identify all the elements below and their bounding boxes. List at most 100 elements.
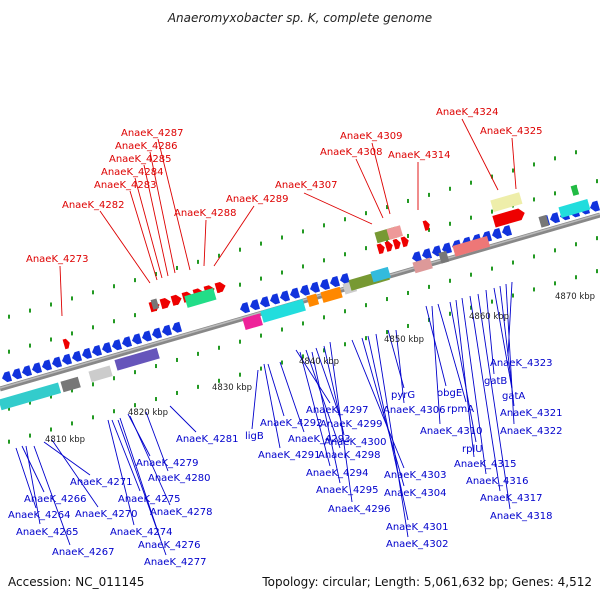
leader-line: [477, 293, 511, 510]
kbp-label: 4840 kbp: [299, 357, 339, 367]
gene-feature: [1, 371, 13, 383]
tick-mark: [134, 403, 136, 408]
gene-feature: [386, 225, 403, 240]
leader-line: [371, 142, 391, 215]
gene-arrow: [502, 225, 513, 237]
gene-arrow: [492, 208, 525, 228]
gene-label: AnaeK_4317: [480, 493, 542, 504]
gene-arrow: [240, 302, 251, 314]
gene-feature: [151, 327, 163, 339]
tick-mark: [575, 275, 577, 280]
gene-feature: [280, 290, 291, 302]
tick-mark: [302, 354, 304, 359]
tick-mark: [218, 253, 220, 258]
gene-label: AnaeK_4285: [109, 154, 171, 165]
tick-mark: [407, 198, 409, 203]
gene-arrow: [1, 371, 13, 383]
gene-feature: [452, 236, 491, 257]
top-strand-labels: AnaeK_4273 AnaeK_4282 AnaeK_4283 AnaeK_4…: [26, 107, 542, 265]
tick-mark: [596, 236, 598, 241]
leader-line: [449, 301, 477, 443]
gene-arrow: [170, 294, 182, 306]
tick-mark: [260, 276, 262, 281]
gene-arrow: [101, 342, 113, 354]
leader-line: [455, 299, 475, 458]
gene-arrow: [12, 368, 23, 380]
gene-arrow: [141, 330, 153, 342]
gene-feature: [412, 257, 433, 274]
leader-line: [299, 351, 331, 467]
tick-mark: [575, 242, 577, 247]
tick-mark: [344, 342, 346, 347]
gene-label: AnaeK_4325: [480, 126, 542, 137]
leader-line: [461, 118, 499, 191]
gene-arrow: [91, 345, 103, 356]
gene-arrow: [290, 287, 301, 299]
gene-label: AnaeK_4280: [148, 473, 210, 484]
gene-label: AnaeK_4308: [320, 147, 382, 158]
gene-feature: [91, 345, 103, 356]
tick-mark: [449, 186, 451, 191]
gene-feature: [240, 302, 251, 314]
gene-feature: [290, 287, 301, 299]
gene-arrow: [72, 350, 83, 362]
gene-block: [570, 184, 580, 196]
gene-feature: [306, 293, 320, 307]
tick-mark: [344, 217, 346, 222]
gene-label: AnaeK_4294: [306, 468, 368, 479]
leader-line: [251, 369, 259, 430]
gene-label: AnaeK_4281: [176, 434, 238, 445]
gene-arrow: [340, 273, 351, 285]
gene-label: AnaeK_4267: [52, 547, 114, 558]
gene-feature: [88, 365, 113, 383]
leader-line: [425, 305, 447, 387]
tick-mark: [155, 272, 157, 277]
tick-mark: [449, 278, 451, 283]
gene-feature: [31, 362, 43, 374]
gene-arrow: [422, 220, 430, 231]
gene-feature: [214, 282, 226, 294]
gene-arrow: [441, 242, 453, 254]
gene-arrow: [376, 243, 385, 255]
tick-mark: [407, 290, 409, 295]
gene-block: [0, 382, 62, 411]
leader-line: [43, 441, 91, 476]
gene-arrow: [81, 347, 93, 359]
tick-mark: [50, 394, 52, 399]
gene-label: obgE: [437, 388, 462, 399]
tick-mark: [29, 400, 31, 405]
gene-label: AnaeK_4282: [62, 200, 124, 211]
tick-mark: [176, 390, 178, 395]
tick-mark: [113, 376, 115, 381]
gene-label: rpmA: [447, 404, 474, 415]
tick-mark: [596, 179, 598, 184]
leader-line: [25, 445, 41, 525]
gene-block: [88, 365, 113, 383]
gene-label: AnaeK_4286: [115, 141, 177, 152]
gene-feature: [150, 298, 160, 310]
tick-mark: [134, 278, 136, 283]
leader-line: [21, 445, 45, 493]
tick-mark: [92, 415, 94, 420]
leader-line: [157, 138, 191, 271]
bottom-strand-labels: AnaeK_4266 AnaeK_4264 AnaeK_4265 AnaeK_4…: [8, 358, 562, 568]
gene-feature: [12, 368, 23, 380]
gene-label: AnaeK_4316: [466, 476, 528, 487]
tick-mark: [449, 311, 451, 316]
leader-line: [213, 205, 255, 267]
gene-feature: [269, 293, 281, 305]
gene-feature: [159, 297, 171, 310]
gene-arrow: [22, 365, 33, 377]
tick-mark: [470, 215, 472, 220]
gene-arrow: [330, 275, 341, 287]
tick-mark: [554, 248, 556, 253]
accession-text: Accession: NC_011145: [8, 575, 144, 589]
gene-feature: [259, 296, 271, 308]
tick-mark: [197, 384, 199, 389]
gene-label: AnaeK_4296: [328, 504, 390, 515]
tick-mark: [302, 264, 304, 269]
tick-mark: [344, 309, 346, 314]
tick-mark: [428, 227, 430, 232]
gene-feature: [376, 243, 385, 255]
